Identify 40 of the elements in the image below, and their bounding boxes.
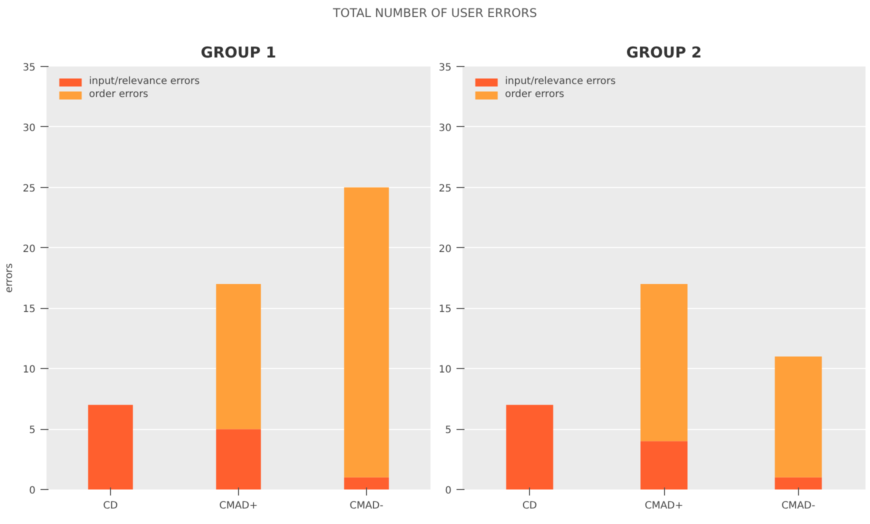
y-tick-label: 25 [438,183,452,194]
bar [774,356,822,478]
bar [640,284,688,442]
y-tick-label: 35 [438,62,452,74]
legend-label: order errors [89,89,148,100]
bar [774,477,822,490]
x-tick-label: CMAD- [350,500,384,512]
y-tick-label: 0 [445,486,452,496]
chart-title: GROUP 2 [626,44,702,62]
x-tick-label: CMAD+ [219,500,258,512]
y-tick-label: 10 [438,364,452,376]
bar [216,284,261,430]
y-tick-label: 20 [22,244,36,255]
x-tick-label: CMAD+ [644,500,684,512]
y-tick-label: 15 [438,304,452,316]
legend-label: input/relevance errors [505,76,616,87]
x-tick-label: CMAD- [781,500,816,512]
y-tick-label: 5 [29,425,36,436]
bar [88,404,133,490]
legend-label: order errors [505,89,564,100]
bar [344,477,389,490]
y-tick-label: 20 [438,244,452,255]
text: TOTAL NUMBER OF USER ERRORS [333,5,537,22]
y-tick-label: 15 [22,304,36,316]
bar [506,404,554,490]
y-tick-label: 5 [445,425,452,436]
x-tick-label: CD [103,500,118,512]
bar [640,441,688,490]
y-tick-label: 30 [22,122,36,134]
chart-title: GROUP 1 [200,44,276,62]
bar [344,187,389,478]
y-tick-label: 30 [438,122,452,134]
legend-label: input/relevance errors [89,76,200,87]
y-tick-label: 35 [22,62,36,74]
bar [216,429,261,490]
y-tick-label: 0 [29,486,36,496]
y-tick-label: 10 [22,364,36,376]
y-tick-label: 25 [22,183,36,194]
y-axis-title: errors [4,263,15,293]
x-tick-label: CD [522,500,538,512]
